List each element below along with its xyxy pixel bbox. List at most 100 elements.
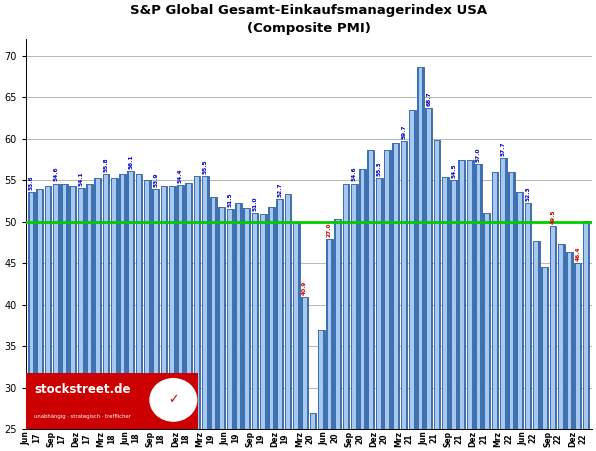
Bar xyxy=(450,180,452,451)
Bar xyxy=(149,180,151,451)
Bar xyxy=(318,330,325,451)
Bar xyxy=(86,184,88,451)
Text: 54.4: 54.4 xyxy=(178,169,183,183)
Bar xyxy=(91,184,93,451)
Text: 49.5: 49.5 xyxy=(551,209,555,224)
Bar xyxy=(406,141,407,451)
Bar xyxy=(318,330,319,451)
Bar xyxy=(398,143,399,451)
Bar xyxy=(483,212,485,451)
Text: 68.7: 68.7 xyxy=(426,91,432,106)
Text: 40.9: 40.9 xyxy=(302,281,307,295)
Bar xyxy=(558,244,559,451)
Bar xyxy=(464,160,465,451)
Bar xyxy=(340,219,341,451)
Text: 53.6: 53.6 xyxy=(29,175,34,190)
Bar xyxy=(202,176,209,451)
Bar xyxy=(492,172,498,451)
Bar xyxy=(508,172,515,451)
Text: 52.7: 52.7 xyxy=(277,183,283,197)
Bar xyxy=(119,174,120,451)
Bar xyxy=(489,212,490,451)
Bar xyxy=(166,186,167,451)
Bar xyxy=(475,164,482,451)
Bar xyxy=(277,199,283,451)
Bar xyxy=(128,171,134,451)
Bar xyxy=(152,189,159,451)
Bar xyxy=(483,212,490,451)
Text: 57.7: 57.7 xyxy=(501,141,506,156)
Bar xyxy=(58,184,60,451)
Bar xyxy=(249,208,250,451)
Bar xyxy=(351,184,358,451)
Bar xyxy=(323,330,325,451)
Bar xyxy=(497,172,498,451)
Bar xyxy=(326,239,333,451)
Bar xyxy=(260,214,266,451)
Bar xyxy=(70,186,76,451)
Bar xyxy=(359,170,366,451)
Bar xyxy=(28,192,35,451)
Bar xyxy=(226,209,234,451)
Bar xyxy=(315,413,316,451)
Text: 52.3: 52.3 xyxy=(526,186,530,201)
Bar xyxy=(392,143,399,451)
Text: 27.0: 27.0 xyxy=(327,223,332,237)
Bar xyxy=(458,160,465,451)
Bar xyxy=(36,189,43,451)
Bar xyxy=(301,297,303,451)
Bar xyxy=(293,223,300,451)
Bar xyxy=(442,177,443,451)
Bar xyxy=(538,241,540,451)
Bar xyxy=(235,203,242,451)
Bar xyxy=(375,178,377,451)
Bar xyxy=(119,174,126,451)
Bar xyxy=(417,66,424,451)
Text: 55.5: 55.5 xyxy=(203,159,208,174)
Bar xyxy=(67,184,68,451)
Bar xyxy=(458,160,460,451)
Bar xyxy=(194,176,200,451)
Text: 59.7: 59.7 xyxy=(402,124,406,139)
Bar xyxy=(268,207,275,451)
Bar xyxy=(252,213,258,451)
Bar xyxy=(28,192,30,451)
Text: 46.4: 46.4 xyxy=(575,247,581,261)
Bar xyxy=(401,141,407,451)
Bar xyxy=(351,184,352,451)
Bar xyxy=(583,221,589,451)
Bar xyxy=(111,178,117,451)
Bar xyxy=(442,177,449,451)
Bar xyxy=(566,252,567,451)
Text: 54.5: 54.5 xyxy=(451,164,456,178)
Bar xyxy=(450,180,457,451)
Bar xyxy=(455,180,457,451)
Bar xyxy=(182,185,184,451)
Text: 54.1: 54.1 xyxy=(79,171,83,186)
Bar xyxy=(572,252,573,451)
Bar xyxy=(500,158,501,451)
Bar xyxy=(77,188,85,451)
Bar xyxy=(103,174,104,451)
Bar xyxy=(524,202,526,451)
Bar xyxy=(83,188,85,451)
Bar xyxy=(359,170,361,451)
Bar xyxy=(417,66,418,451)
Bar xyxy=(409,110,415,451)
Bar xyxy=(185,183,187,451)
Bar xyxy=(53,184,60,451)
Bar xyxy=(343,184,349,451)
Bar xyxy=(265,214,266,451)
Text: 57.0: 57.0 xyxy=(476,147,481,161)
Bar xyxy=(185,183,192,451)
Bar xyxy=(334,219,336,451)
Bar xyxy=(45,186,46,451)
Bar xyxy=(409,110,410,451)
Bar xyxy=(232,209,234,451)
Bar xyxy=(516,192,518,451)
Bar xyxy=(33,192,35,451)
Bar xyxy=(550,226,556,451)
Bar xyxy=(309,413,316,451)
Bar xyxy=(480,164,482,451)
Bar xyxy=(343,184,344,451)
